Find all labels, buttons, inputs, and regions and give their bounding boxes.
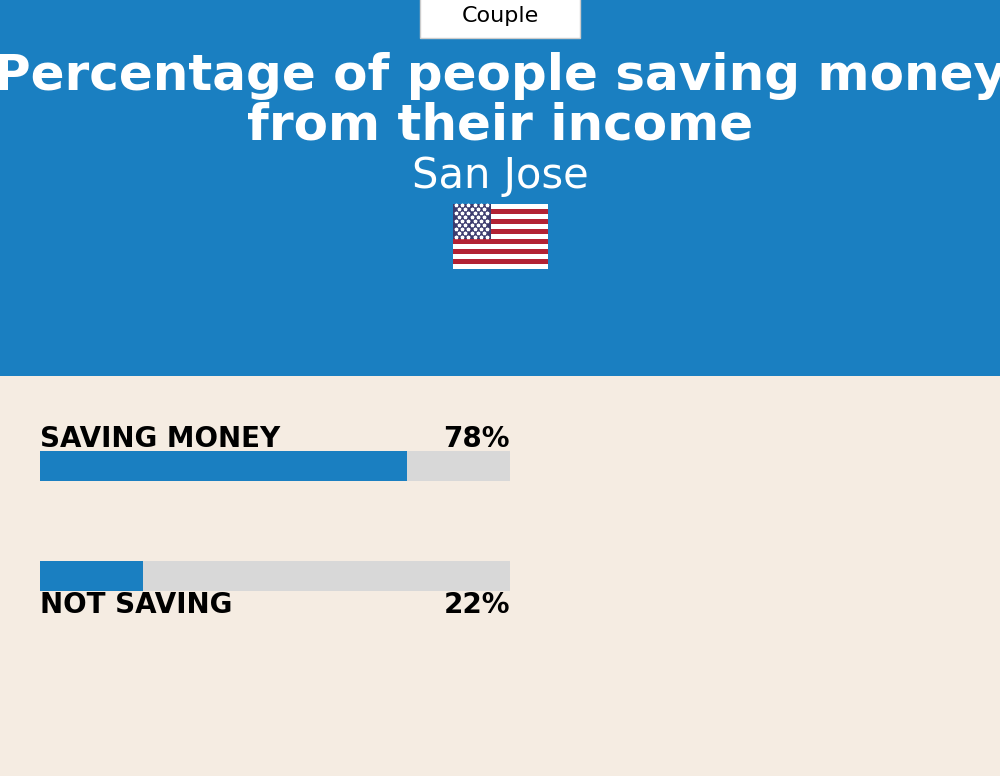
Text: 78%: 78% bbox=[444, 425, 510, 453]
Bar bbox=[452, 234, 548, 238]
Bar bbox=[452, 213, 548, 219]
Bar bbox=[40, 561, 510, 591]
Text: SAVING MONEY: SAVING MONEY bbox=[40, 425, 280, 453]
Bar bbox=[452, 264, 548, 268]
Bar bbox=[452, 223, 548, 228]
Bar bbox=[40, 451, 407, 481]
Text: from their income: from their income bbox=[247, 102, 753, 150]
Text: 22%: 22% bbox=[444, 591, 510, 619]
Text: NOT SAVING: NOT SAVING bbox=[40, 591, 232, 619]
Text: Couple: Couple bbox=[461, 6, 539, 26]
FancyBboxPatch shape bbox=[420, 0, 580, 38]
Bar bbox=[452, 203, 490, 238]
Bar bbox=[452, 254, 548, 258]
Ellipse shape bbox=[0, 0, 1000, 375]
Bar bbox=[0, 0, 1000, 376]
Bar bbox=[40, 561, 143, 591]
Bar bbox=[40, 451, 510, 481]
Bar bbox=[452, 203, 548, 268]
Bar bbox=[452, 203, 548, 209]
Text: San Jose: San Jose bbox=[412, 155, 588, 197]
Text: Percentage of people saving money: Percentage of people saving money bbox=[0, 52, 1000, 100]
Bar bbox=[452, 244, 548, 248]
